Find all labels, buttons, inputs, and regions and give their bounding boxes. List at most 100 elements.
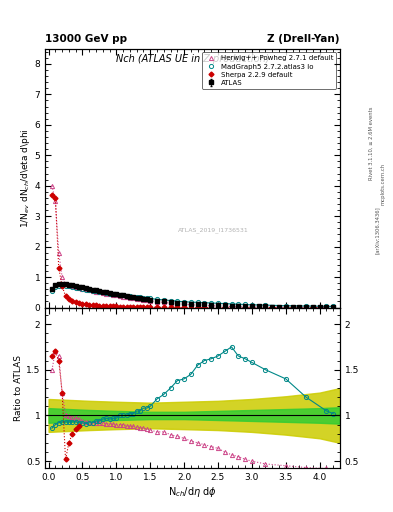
Sherpa 2.2.9 default	[73, 299, 78, 305]
MadGraph5 2.7.2.atlas3 lo	[162, 297, 166, 303]
Sherpa 2.2.9 default	[97, 303, 102, 309]
Sherpa 2.2.9 default	[182, 305, 186, 311]
Herwig++ Powheg 2.7.1 default	[70, 283, 75, 289]
MadGraph5 2.7.2.atlas3 lo	[124, 293, 129, 299]
MadGraph5 2.7.2.atlas3 lo	[263, 302, 268, 308]
Sherpa 2.2.9 default	[250, 305, 254, 311]
Line: Herwig++ Powheg 2.7.1 default: Herwig++ Powheg 2.7.1 default	[50, 184, 329, 310]
Sherpa 2.2.9 default	[229, 305, 234, 311]
MadGraph5 2.7.2.atlas3 lo	[128, 293, 132, 300]
MadGraph5 2.7.2.atlas3 lo	[324, 303, 329, 309]
Sherpa 2.2.9 default	[209, 305, 213, 311]
Sherpa 2.2.9 default	[168, 304, 173, 310]
MadGraph5 2.7.2.atlas3 lo	[97, 289, 102, 295]
MadGraph5 2.7.2.atlas3 lo	[63, 283, 68, 289]
MadGraph5 2.7.2.atlas3 lo	[243, 302, 248, 308]
Herwig++ Powheg 2.7.1 default	[168, 300, 173, 306]
Herwig++ Powheg 2.7.1 default	[131, 295, 136, 302]
Sherpa 2.2.9 default	[53, 195, 58, 201]
MadGraph5 2.7.2.atlas3 lo	[182, 298, 186, 305]
Text: [arXiv:1306.3436]: [arXiv:1306.3436]	[375, 206, 380, 254]
MadGraph5 2.7.2.atlas3 lo	[77, 285, 81, 291]
Text: Nch (ATLAS UE in Z production): Nch (ATLAS UE in Z production)	[116, 54, 269, 64]
Text: Z (Drell-Yan): Z (Drell-Yan)	[268, 33, 340, 44]
Herwig++ Powheg 2.7.1 default	[145, 297, 149, 303]
Sherpa 2.2.9 default	[131, 304, 136, 310]
Sherpa 2.2.9 default	[154, 304, 159, 310]
Herwig++ Powheg 2.7.1 default	[202, 303, 207, 309]
Sherpa 2.2.9 default	[243, 305, 248, 311]
MadGraph5 2.7.2.atlas3 lo	[110, 291, 115, 297]
Herwig++ Powheg 2.7.1 default	[182, 301, 186, 307]
Herwig++ Powheg 2.7.1 default	[304, 304, 309, 310]
MadGraph5 2.7.2.atlas3 lo	[53, 284, 58, 290]
Sherpa 2.2.9 default	[77, 300, 81, 306]
Sherpa 2.2.9 default	[110, 303, 115, 309]
Sherpa 2.2.9 default	[134, 304, 139, 310]
Herwig++ Powheg 2.7.1 default	[124, 294, 129, 300]
Herwig++ Powheg 2.7.1 default	[229, 304, 234, 310]
Sherpa 2.2.9 default	[162, 304, 166, 310]
MadGraph5 2.7.2.atlas3 lo	[107, 290, 112, 296]
Text: mcplots.cern.ch: mcplots.cern.ch	[381, 163, 386, 205]
MadGraph5 2.7.2.atlas3 lo	[195, 300, 200, 306]
Sherpa 2.2.9 default	[222, 305, 227, 311]
Herwig++ Powheg 2.7.1 default	[56, 250, 61, 256]
Herwig++ Powheg 2.7.1 default	[97, 289, 102, 295]
Sherpa 2.2.9 default	[202, 305, 207, 311]
MadGraph5 2.7.2.atlas3 lo	[114, 291, 119, 297]
MadGraph5 2.7.2.atlas3 lo	[331, 304, 336, 310]
Herwig++ Powheg 2.7.1 default	[63, 281, 68, 287]
MadGraph5 2.7.2.atlas3 lo	[141, 295, 146, 301]
Sherpa 2.2.9 default	[216, 305, 220, 311]
Herwig++ Powheg 2.7.1 default	[83, 286, 88, 292]
Herwig++ Powheg 2.7.1 default	[162, 300, 166, 306]
MadGraph5 2.7.2.atlas3 lo	[70, 284, 75, 290]
MadGraph5 2.7.2.atlas3 lo	[236, 301, 241, 307]
Herwig++ Powheg 2.7.1 default	[73, 284, 78, 290]
Herwig++ Powheg 2.7.1 default	[118, 293, 122, 299]
MadGraph5 2.7.2.atlas3 lo	[101, 289, 105, 295]
Herwig++ Powheg 2.7.1 default	[53, 198, 58, 204]
Sherpa 2.2.9 default	[114, 304, 119, 310]
Text: Rivet 3.1.10, ≥ 2.6M events: Rivet 3.1.10, ≥ 2.6M events	[369, 106, 374, 180]
Herwig++ Powheg 2.7.1 default	[148, 298, 152, 304]
Herwig++ Powheg 2.7.1 default	[77, 285, 81, 291]
Sherpa 2.2.9 default	[148, 304, 152, 310]
Herwig++ Powheg 2.7.1 default	[128, 295, 132, 301]
Herwig++ Powheg 2.7.1 default	[216, 303, 220, 309]
MadGraph5 2.7.2.atlas3 lo	[216, 300, 220, 306]
Sherpa 2.2.9 default	[56, 265, 61, 271]
Herwig++ Powheg 2.7.1 default	[189, 302, 193, 308]
Herwig++ Powheg 2.7.1 default	[138, 296, 142, 303]
MadGraph5 2.7.2.atlas3 lo	[50, 288, 54, 294]
MadGraph5 2.7.2.atlas3 lo	[175, 298, 180, 304]
Herwig++ Powheg 2.7.1 default	[121, 293, 125, 300]
MadGraph5 2.7.2.atlas3 lo	[90, 288, 95, 294]
X-axis label: N$_{ch}$/d$\eta$ d$\phi$: N$_{ch}$/d$\eta$ d$\phi$	[168, 485, 217, 499]
Line: Sherpa 2.2.9 default: Sherpa 2.2.9 default	[50, 193, 328, 309]
MadGraph5 2.7.2.atlas3 lo	[154, 296, 159, 303]
MadGraph5 2.7.2.atlas3 lo	[189, 299, 193, 305]
MadGraph5 2.7.2.atlas3 lo	[118, 292, 122, 298]
Herwig++ Powheg 2.7.1 default	[222, 303, 227, 309]
Herwig++ Powheg 2.7.1 default	[263, 304, 268, 310]
Herwig++ Powheg 2.7.1 default	[87, 287, 92, 293]
Herwig++ Powheg 2.7.1 default	[110, 292, 115, 298]
Sherpa 2.2.9 default	[63, 293, 68, 299]
Sherpa 2.2.9 default	[189, 305, 193, 311]
Herwig++ Powheg 2.7.1 default	[175, 301, 180, 307]
MadGraph5 2.7.2.atlas3 lo	[83, 287, 88, 293]
Sherpa 2.2.9 default	[94, 303, 98, 309]
Herwig++ Powheg 2.7.1 default	[90, 288, 95, 294]
Herwig++ Powheg 2.7.1 default	[243, 304, 248, 310]
MadGraph5 2.7.2.atlas3 lo	[104, 290, 108, 296]
MadGraph5 2.7.2.atlas3 lo	[304, 303, 309, 309]
MadGraph5 2.7.2.atlas3 lo	[131, 294, 136, 300]
MadGraph5 2.7.2.atlas3 lo	[134, 294, 139, 300]
MadGraph5 2.7.2.atlas3 lo	[229, 301, 234, 307]
Herwig++ Powheg 2.7.1 default	[141, 297, 146, 303]
Herwig++ Powheg 2.7.1 default	[250, 304, 254, 310]
MadGraph5 2.7.2.atlas3 lo	[250, 302, 254, 308]
MadGraph5 2.7.2.atlas3 lo	[168, 297, 173, 304]
